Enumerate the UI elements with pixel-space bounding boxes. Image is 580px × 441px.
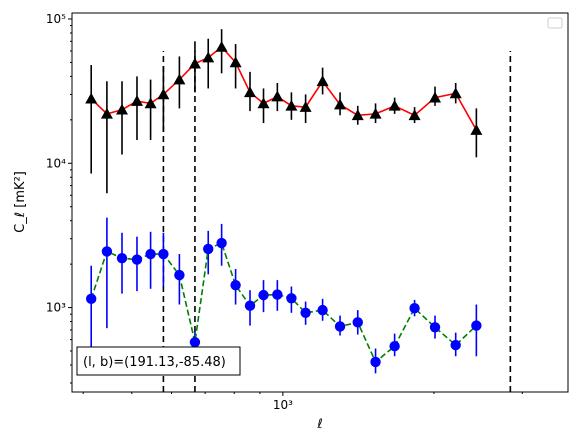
series-1-point-5 [144, 97, 157, 109]
x-tick-label: 10³ [273, 398, 293, 412]
series-2-point-4 [131, 254, 143, 265]
series-1-point-19 [351, 109, 364, 121]
annotation-text: (l, b)=(191.13,-85.48) [83, 355, 226, 370]
y-axis-label: C_ℓ [mK²] [13, 171, 28, 233]
series-1-point-11 [229, 56, 242, 68]
series-2-point-3 [116, 252, 128, 264]
x-axis: 10³ [82, 392, 523, 412]
series-1-point-8 [188, 57, 201, 69]
series-2-point-16 [300, 307, 311, 319]
series-2-point-11 [230, 279, 241, 291]
y-tick-label: 10⁵ [46, 12, 66, 26]
series-2-point-20 [370, 356, 381, 368]
series-2-point-1 [86, 293, 97, 305]
series-1-point-24 [449, 87, 462, 99]
series-1-point-7 [173, 73, 186, 85]
plot-area [85, 29, 512, 392]
series-2-point-18 [334, 321, 346, 332]
legend-box [547, 17, 563, 29]
series-1-point-23 [429, 91, 442, 103]
plot-marks [85, 29, 512, 392]
x-axis-label: ℓ [316, 417, 322, 432]
series-1-point-22 [408, 109, 421, 121]
series-2 [86, 217, 482, 374]
series-1-point-1 [85, 92, 98, 104]
series-1-point-6 [157, 88, 170, 100]
series-2-point-21 [389, 340, 400, 352]
series-1-point-25 [470, 124, 483, 135]
series-1-point-2 [100, 107, 113, 119]
series-1-point-9 [202, 51, 215, 63]
series-1-point-18 [334, 98, 347, 110]
series-1-point-12 [244, 86, 257, 98]
series-1-point-16 [299, 101, 312, 112]
series-1-point-14 [271, 90, 284, 102]
series-2-point-7 [174, 269, 185, 281]
series-1-point-13 [257, 97, 270, 109]
series-2-point-8 [189, 337, 201, 348]
series-2-point-19 [352, 317, 363, 328]
series-2-point-24 [450, 339, 461, 351]
series-2-point-9 [203, 243, 214, 255]
series-1-point-21 [388, 99, 401, 111]
series-2-point-10 [216, 237, 227, 249]
series-1-point-10 [215, 40, 228, 52]
plot-frame [71, 12, 569, 393]
series-2-point-6 [158, 248, 169, 260]
series-2-point-12 [244, 300, 256, 311]
y-tick-label: 10⁴ [46, 156, 66, 170]
series-2-point-2 [101, 246, 113, 257]
series-2-point-23 [429, 322, 441, 333]
series-1 [85, 29, 483, 194]
series-2-point-14 [272, 289, 283, 300]
series-2-point-5 [145, 248, 156, 260]
series-2-point-25 [471, 320, 482, 331]
series-1-point-17 [316, 75, 329, 87]
series-1-point-20 [369, 107, 382, 119]
series-2-line [90, 241, 477, 364]
y-axis: 10³ 10⁴ 10⁵ [46, 12, 72, 384]
annotation-box: (l, b)=(191.13,-85.48) [76, 346, 241, 376]
series-1-point-4 [130, 95, 143, 106]
series-2-point-17 [317, 304, 328, 316]
series-2-point-15 [286, 293, 297, 304]
series-2-point-22 [409, 303, 420, 314]
y-tick-label: 10³ [46, 301, 66, 315]
series-1-point-15 [285, 99, 298, 111]
series-1-point-3 [116, 103, 129, 115]
series-2-point-13 [258, 289, 269, 301]
